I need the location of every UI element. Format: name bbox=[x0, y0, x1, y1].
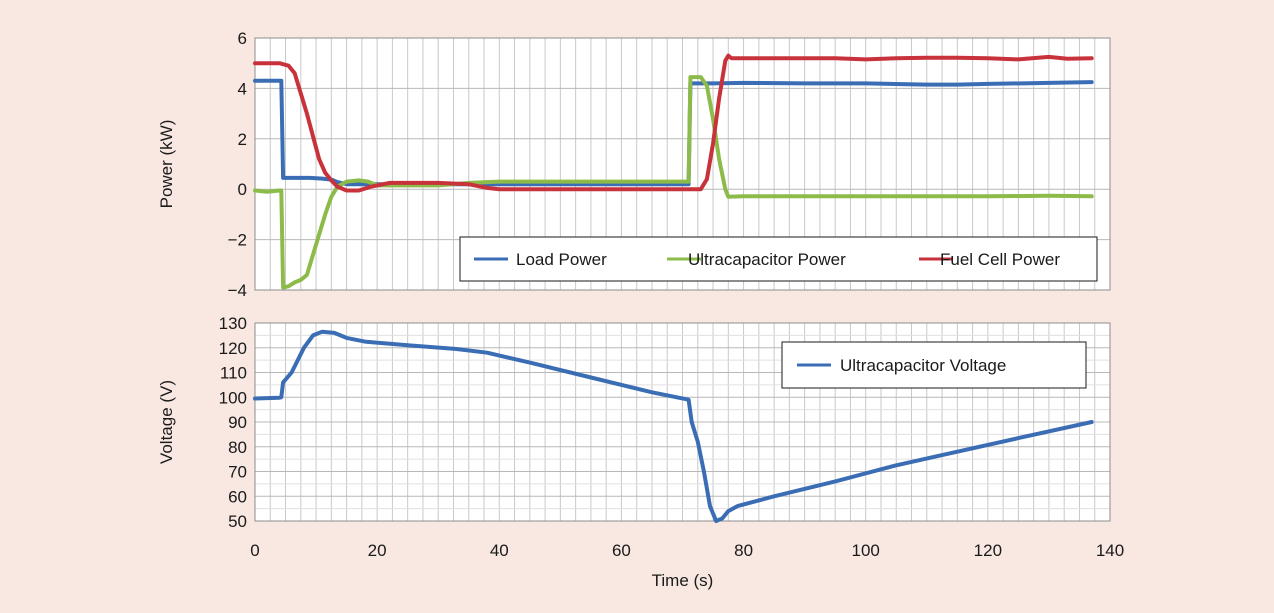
power-plot-y-tick-label: −2 bbox=[228, 231, 247, 250]
power-plot-legend-label-1: Ultracapacitor Power bbox=[688, 250, 846, 269]
power-plot-legend-label-2: Fuel Cell Power bbox=[940, 250, 1060, 269]
voltage-plot-x-tick-label: 120 bbox=[974, 541, 1002, 560]
voltage-plot-legend-box bbox=[781, 341, 1087, 389]
voltage-plot-x-tick-label: 40 bbox=[490, 541, 509, 560]
voltage-plot-x-tick-label: 60 bbox=[612, 541, 631, 560]
voltage-plot-legend-label-0: Ultracapacitor Voltage bbox=[840, 356, 1006, 375]
voltage-plot-x-tick-label: 0 bbox=[250, 541, 259, 560]
power-plot-legend-label-0: Load Power bbox=[516, 250, 607, 269]
power-plot-series-0-line bbox=[253, 78, 1094, 187]
voltage-plot-y-tick-label: 60 bbox=[228, 487, 247, 506]
voltage-plot-y-tick-label: 130 bbox=[219, 314, 247, 333]
power-plot-y-tick-label: 6 bbox=[238, 29, 247, 48]
power-plot-y-tick-label: 2 bbox=[238, 130, 247, 149]
voltage-plot-series-0-line bbox=[253, 329, 1094, 523]
voltage-plot-x-tick-label: 20 bbox=[368, 541, 387, 560]
power-plot-frame bbox=[254, 37, 1111, 291]
voltage-plot-y-tick-label: 120 bbox=[219, 339, 247, 358]
voltage-plot-x-tick-label: 100 bbox=[852, 541, 880, 560]
power-plot-series-1-line bbox=[253, 75, 1094, 290]
voltage-plot-x-axis-title: Time (s) bbox=[652, 571, 714, 590]
voltage-plot-y-axis-title: Voltage (V) bbox=[157, 380, 176, 464]
power-plot-y-tick-label: 0 bbox=[238, 180, 247, 199]
voltage-plot-y-tick-label: 80 bbox=[228, 438, 247, 457]
power-plot-y-tick-label: −4 bbox=[228, 281, 247, 300]
voltage-plot-y-tick-label: 90 bbox=[228, 413, 247, 432]
power-plot-legend-box bbox=[459, 236, 1098, 282]
voltage-plot-x-tick-label: 80 bbox=[734, 541, 753, 560]
voltage-plot-y-tick-label: 100 bbox=[219, 388, 247, 407]
voltage-plot-y-tick-label: 50 bbox=[228, 512, 247, 531]
voltage-plot-x-tick-label: 140 bbox=[1096, 541, 1124, 560]
power-plot-y-axis-title: Power (kW) bbox=[157, 120, 176, 209]
voltage-plot-y-tick-label: 70 bbox=[228, 463, 247, 482]
power-plot-series-2-line bbox=[253, 53, 1094, 193]
voltage-plot-frame bbox=[254, 322, 1111, 522]
power-plot-y-tick-label: 4 bbox=[238, 79, 247, 98]
voltage-plot-y-tick-label: 110 bbox=[220, 364, 247, 383]
